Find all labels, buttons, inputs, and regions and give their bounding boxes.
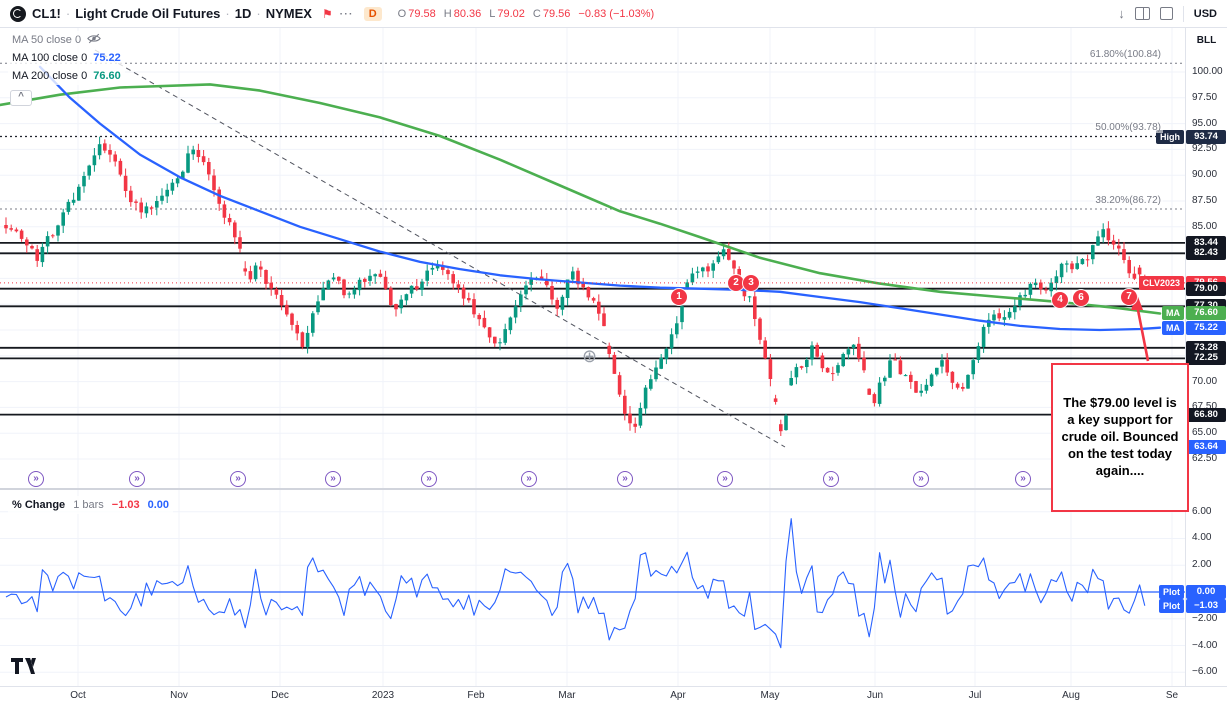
fullscreen-icon[interactable] bbox=[1159, 7, 1173, 20]
fast-forward-marker[interactable]: » bbox=[325, 471, 341, 487]
ma200-value: 76.60 bbox=[93, 70, 121, 82]
fast-forward-marker[interactable]: » bbox=[823, 471, 839, 487]
pct-change-plot-value: 0.00 bbox=[147, 499, 170, 511]
chart-canvas[interactable] bbox=[0, 0, 1185, 706]
time-scale[interactable] bbox=[0, 686, 1227, 706]
separator: · bbox=[65, 6, 71, 21]
close-value: 79.56 bbox=[542, 7, 571, 20]
flag-icon[interactable]: ⚑ bbox=[321, 6, 333, 21]
symbol-name: CL1! bbox=[32, 6, 61, 21]
symbol-title[interactable]: CL1! · Light Crude Oil Futures · 1D · NY… bbox=[32, 6, 312, 21]
close-label: C bbox=[532, 7, 541, 20]
legend-ma100[interactable]: MA 100 close 0 75.22 bbox=[8, 49, 125, 67]
fast-forward-marker[interactable]: » bbox=[230, 471, 246, 487]
toolbar-right: ↓ USD bbox=[1118, 5, 1217, 22]
legend-ma200[interactable]: MA 200 close 0 76.60 bbox=[8, 67, 125, 85]
indicator-legends: MA 50 close 0 MA 100 close 0 75.22 MA 20… bbox=[8, 31, 125, 106]
numbered-marker[interactable]: 1 bbox=[671, 289, 687, 305]
eye-hidden-icon[interactable] bbox=[87, 33, 101, 47]
fast-forward-marker[interactable]: » bbox=[1015, 471, 1031, 487]
numbered-marker[interactable]: 2 bbox=[728, 275, 744, 291]
interval-badge[interactable]: D bbox=[363, 6, 382, 21]
fast-forward-marker[interactable]: » bbox=[521, 471, 537, 487]
price-scale[interactable]: BLL bbox=[1185, 28, 1227, 686]
numbered-marker[interactable]: 6 bbox=[1073, 290, 1089, 306]
open-value: 79.58 bbox=[408, 7, 436, 20]
separator: · bbox=[256, 6, 261, 21]
layout-icon[interactable] bbox=[1134, 7, 1150, 20]
tradingview-logo[interactable] bbox=[10, 656, 38, 681]
toolbar-divider bbox=[1182, 5, 1184, 22]
high-label: H bbox=[443, 7, 452, 20]
separator: · bbox=[225, 6, 230, 21]
collapse-legends-button[interactable]: ^ bbox=[10, 90, 32, 106]
exchange-label: NYMEX bbox=[265, 6, 312, 21]
open-label: O bbox=[397, 7, 407, 20]
currency-button[interactable]: USD bbox=[1193, 7, 1217, 20]
ma100-value: 75.22 bbox=[93, 52, 121, 64]
unit-button[interactable]: BLL bbox=[1196, 35, 1217, 46]
numbered-marker[interactable]: 7 bbox=[1121, 289, 1137, 305]
more-options-icon[interactable]: ⋯ bbox=[338, 5, 354, 21]
ma200-label: MA 200 close 0 bbox=[12, 70, 88, 82]
pct-change-title: % Change bbox=[12, 499, 66, 511]
ohlc-values: O 79.58 H 80.36 L 79.02 C 79.56 −0.83 (−… bbox=[398, 8, 655, 20]
fast-forward-marker[interactable]: » bbox=[129, 471, 145, 487]
low-label: L bbox=[489, 7, 496, 20]
fast-forward-marker[interactable]: » bbox=[913, 471, 929, 487]
annotation-text: The $79.00 level is a key support for cr… bbox=[1061, 395, 1179, 478]
fast-forward-marker[interactable]: » bbox=[717, 471, 733, 487]
pct-change-change-value: −1.03 bbox=[111, 499, 140, 511]
ma100-label: MA 100 close 0 bbox=[12, 52, 88, 64]
fast-forward-marker[interactable]: » bbox=[28, 471, 44, 487]
pct-change-params: 1 bars bbox=[73, 499, 104, 511]
pct-change-legend[interactable]: % Change 1 bars −1.03 0.00 bbox=[8, 496, 174, 514]
annotation-note[interactable]: The $79.00 level is a key support for cr… bbox=[1051, 363, 1189, 512]
high-value: 80.36 bbox=[453, 7, 482, 20]
numbered-marker[interactable]: 4 bbox=[1052, 292, 1068, 308]
legend-ma50[interactable]: MA 50 close 0 bbox=[8, 31, 106, 49]
symbol-description: Light Crude Oil Futures bbox=[75, 6, 221, 21]
numbered-marker[interactable]: 3 bbox=[743, 275, 759, 291]
fast-forward-marker[interactable]: » bbox=[421, 471, 437, 487]
scale-reset-icon[interactable]: ↓ bbox=[1118, 6, 1125, 21]
fast-forward-marker[interactable]: » bbox=[617, 471, 633, 487]
change-value: −0.83 (−1.03%) bbox=[578, 7, 655, 20]
low-value: 79.02 bbox=[497, 7, 525, 20]
top-toolbar: CL1! · Light Crude Oil Futures · 1D · NY… bbox=[0, 0, 1227, 28]
symbol-logo[interactable] bbox=[10, 5, 26, 22]
timeframe-label: 1D bbox=[234, 6, 252, 21]
crosshair-icon: ⊕ bbox=[582, 346, 598, 366]
ma50-label: MA 50 close 0 bbox=[12, 34, 82, 46]
